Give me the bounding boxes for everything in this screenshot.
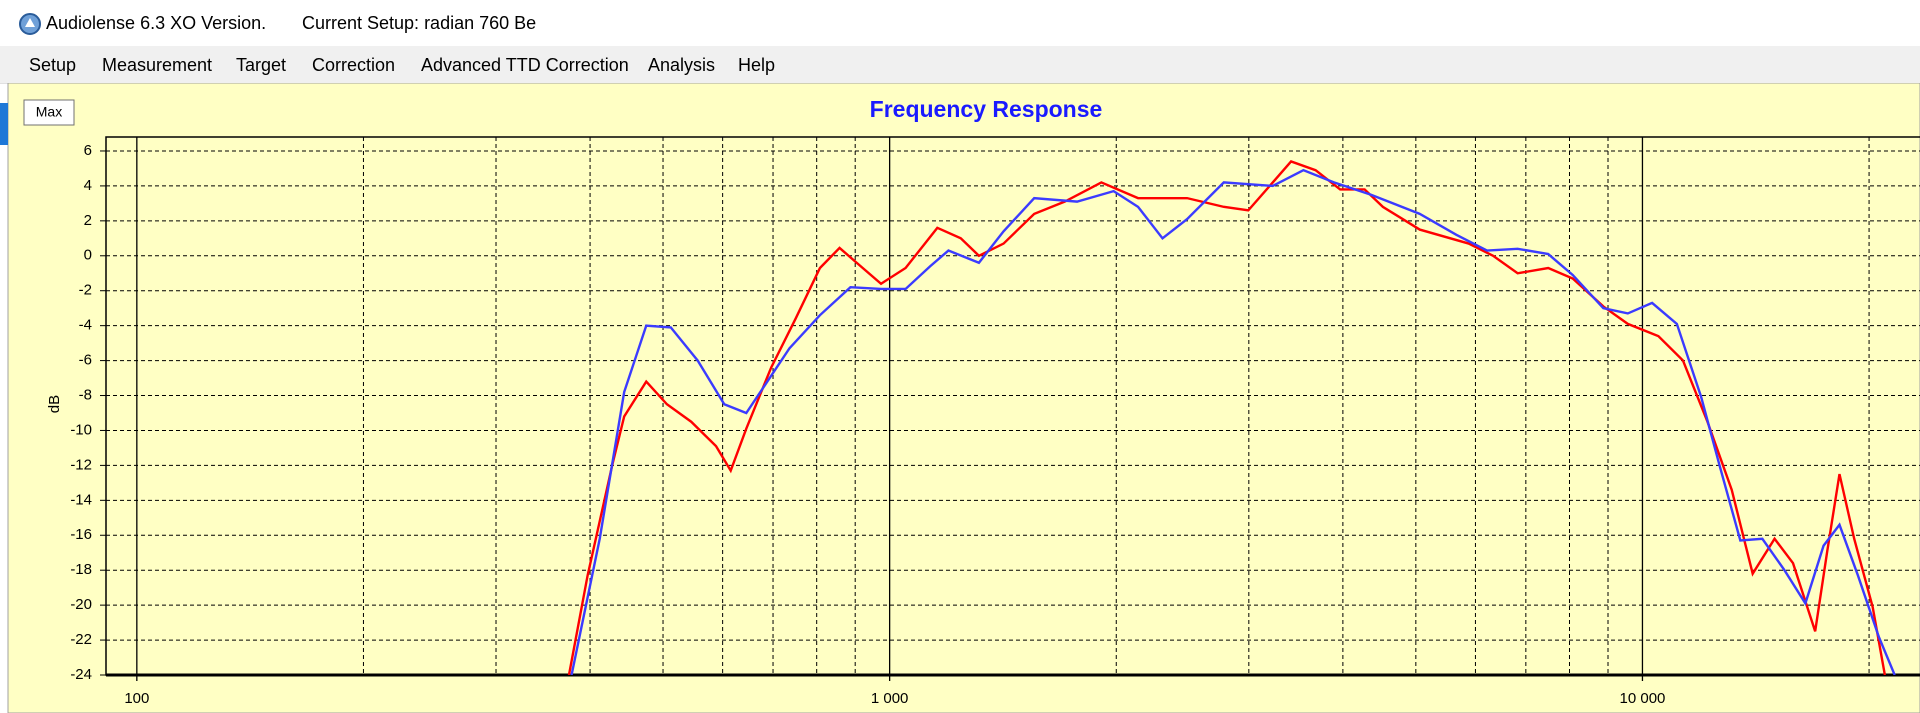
y-tick-label: 0 [84, 247, 92, 264]
menu-item[interactable]: Target [236, 55, 287, 75]
y-tick-label: -2 [79, 282, 92, 299]
chart-background [7, 83, 1920, 713]
app-icon [19, 13, 41, 35]
y-tick-label: -6 [79, 352, 92, 369]
y-tick-label: -16 [70, 526, 92, 543]
menu-item[interactable]: Advanced TTD Correction [421, 55, 629, 75]
y-tick-label: -20 [70, 596, 92, 613]
y-tick-label: 6 [84, 142, 92, 159]
series-line [567, 160, 1887, 675]
menu-item[interactable]: Setup [29, 55, 77, 75]
y-tick-label: 4 [84, 177, 92, 194]
menu-item[interactable]: Measurement [102, 55, 213, 75]
chart-title: Frequency Response [870, 96, 1103, 122]
x-tick-label: 10 000 [1620, 690, 1666, 707]
chart: Max Frequency Response dB -24-22-20-18-1… [0, 83, 1920, 713]
max-button[interactable] [23, 99, 75, 126]
menu-bar: Setup Measurement Target Correction Adva… [0, 46, 1920, 84]
x-tick-label: 100 [124, 690, 149, 707]
y-tick-label: -22 [70, 631, 92, 648]
x-tick-label: 1 000 [871, 690, 909, 707]
y-tick-label: -4 [79, 317, 92, 334]
y-tick-label: -10 [70, 421, 92, 438]
y-tick-label: -18 [70, 561, 92, 578]
title-bar: Audiolense 6.3 XO Version. Current Setup… [0, 0, 1920, 46]
y-tick-label: -8 [79, 386, 92, 403]
app-title: Audiolense 6.3 XO Version. [46, 13, 267, 33]
y-tick-label: -14 [70, 491, 92, 508]
series-line [570, 168, 1896, 675]
menu-item[interactable]: Correction [312, 55, 396, 75]
current-setup: Current Setup: radian 760 Be [302, 13, 537, 33]
side-strip [0, 103, 8, 145]
max-button-label: Max [36, 104, 62, 120]
menu-item[interactable]: Help [738, 55, 776, 75]
y-tick-label: 2 [84, 212, 92, 229]
y-tick-label: -12 [70, 456, 92, 473]
menu-item[interactable]: Analysis [648, 55, 716, 75]
y-axis-label: dB [46, 395, 63, 413]
y-tick-label: -24 [70, 666, 92, 683]
